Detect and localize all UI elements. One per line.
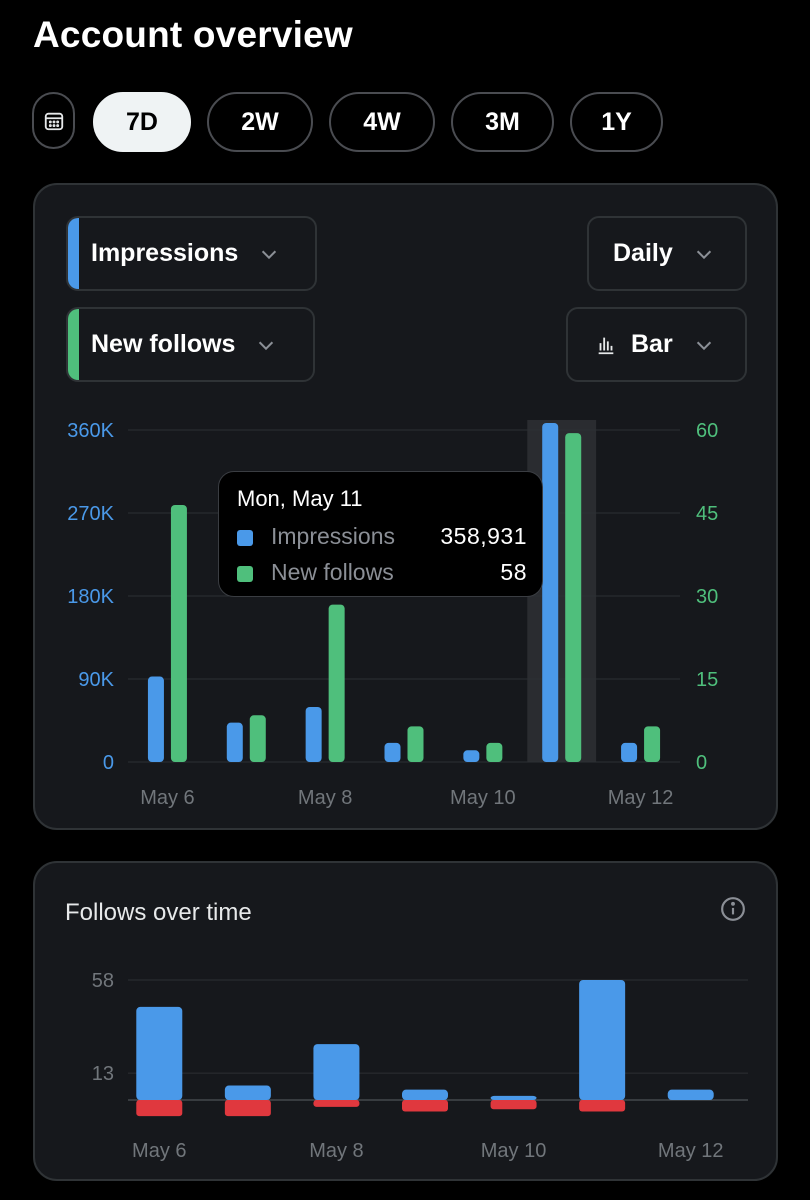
new-follows-bar: [486, 742, 503, 762]
follows-swatch: [237, 566, 253, 582]
x-tick-label: May 8: [309, 1140, 363, 1162]
follows-bar: [402, 1089, 448, 1100]
y-right-tick-label: 0: [696, 752, 707, 774]
unfollows-bar: [136, 1100, 183, 1117]
unfollows-bar: [490, 1100, 537, 1110]
y-left-tick-label: 0: [103, 752, 114, 774]
calendar-button[interactable]: [32, 92, 75, 149]
range-2w-button[interactable]: 2W: [207, 92, 313, 152]
x-tick-label: May 12: [658, 1140, 724, 1162]
impressions-follows-bar-chart[interactable]: 0 0 90K 15 180K 30 270K 45 360K 60 May 6 May 8 May 1…: [0, 400, 810, 820]
impressions-bar: [463, 750, 480, 762]
range-7d-button[interactable]: 7D: [93, 92, 191, 152]
metric1-label: Impressions: [91, 239, 239, 267]
metric2-color-indicator: [68, 309, 79, 380]
y-left-tick-label: 90K: [78, 669, 114, 691]
tooltip-row-follows: New follows 58: [237, 559, 527, 589]
impressions-bar: [305, 706, 322, 762]
y-right-tick-label: 60: [696, 420, 718, 442]
follows-bar: [313, 1044, 360, 1100]
metric2-dropdown[interactable]: New follows: [66, 307, 315, 382]
y-left-tick-label: 180K: [67, 586, 114, 608]
tooltip-date: Mon, May 11: [237, 486, 363, 511]
chevron-down-icon: [696, 341, 711, 350]
page-title: Account overview: [33, 14, 353, 55]
impressions-bar: [226, 722, 243, 762]
metric1-dropdown[interactable]: Impressions: [66, 216, 317, 291]
follows-bar: [224, 1085, 271, 1100]
impressions-bar: [384, 742, 401, 762]
interval-label: Daily: [613, 239, 673, 267]
new-follows-bar: [249, 715, 266, 762]
new-follows-bar: [328, 604, 345, 762]
y-right-tick-label: 45: [696, 503, 718, 525]
impressions-bar: [542, 422, 559, 762]
interval-dropdown[interactable]: Daily: [587, 216, 747, 291]
unfollows-bar: [402, 1100, 448, 1112]
impressions-swatch: [237, 530, 253, 546]
follows-bar: [667, 1089, 714, 1100]
chart-tooltip: Mon, May 11 Impressions 358,931 New foll…: [218, 471, 543, 597]
range-3m-button[interactable]: 3M: [451, 92, 554, 152]
new-follows-bar: [644, 726, 661, 762]
x-tick-label: May 10: [450, 787, 516, 809]
chevron-down-icon: [262, 250, 277, 259]
x-tick-label: May 8: [298, 787, 352, 809]
follows-bar: [490, 1095, 537, 1100]
y-tick-label: 13: [92, 1063, 114, 1085]
metric2-label: New follows: [91, 330, 236, 358]
y-left-tick-label: 360K: [67, 420, 114, 442]
new-follows-bar: [565, 433, 582, 762]
y-right-tick-label: 15: [696, 669, 718, 691]
y-right-tick-label: 30: [696, 586, 718, 608]
x-tick-label: May 6: [140, 787, 194, 809]
chevron-down-icon: [259, 341, 274, 350]
follows-over-time-title: Follows over time: [65, 899, 252, 926]
new-follows-bar: [407, 726, 424, 762]
tooltip-follows-name: New follows: [271, 559, 394, 585]
x-tick-label: May 12: [608, 787, 674, 809]
x-tick-label: May 10: [481, 1140, 547, 1162]
range-1y-button[interactable]: 1Y: [570, 92, 663, 152]
info-icon[interactable]: [720, 896, 746, 922]
chart-type-label: Bar: [631, 330, 673, 358]
new-follows-bar: [170, 505, 187, 762]
calendar-icon: [44, 112, 63, 130]
unfollows-bar: [224, 1100, 271, 1117]
y-tick-label: 58: [92, 970, 114, 992]
metric1-color-indicator: [68, 218, 79, 289]
tooltip-follows-value: 58: [500, 559, 527, 585]
chart-type-dropdown[interactable]: Bar: [566, 307, 747, 382]
tooltip-impressions-name: Impressions: [271, 523, 395, 549]
unfollows-bar: [579, 1100, 626, 1112]
bar-chart-icon: [598, 337, 614, 354]
impressions-bar: [147, 676, 164, 762]
y-left-tick-label: 270K: [67, 503, 114, 525]
x-tick-label: May 6: [132, 1140, 186, 1162]
follows-bar: [136, 1006, 183, 1100]
unfollows-bar: [313, 1100, 360, 1107]
range-4w-button[interactable]: 4W: [329, 92, 435, 152]
tooltip-impressions-value: 358,931: [440, 523, 527, 549]
chevron-down-icon: [696, 250, 711, 259]
impressions-bar: [621, 742, 638, 762]
tooltip-row-impressions: Impressions 358,931: [237, 523, 527, 553]
follows-bar: [579, 980, 626, 1100]
follows-over-time-chart[interactable]: 58 13 May 6 May 8 May 10 May 12: [0, 960, 810, 1170]
